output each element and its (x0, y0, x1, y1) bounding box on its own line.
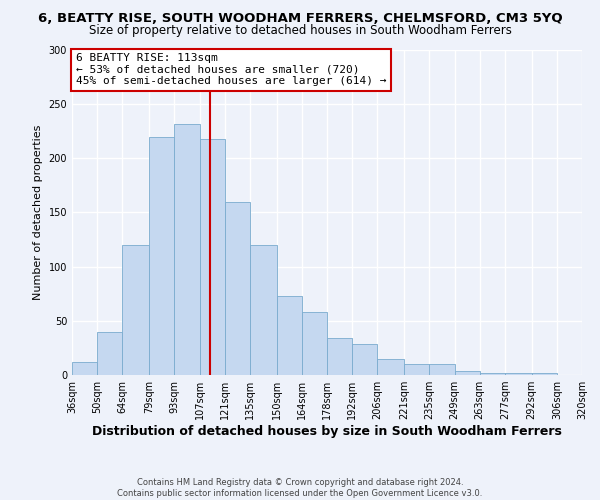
Bar (149, 136, 175, 375)
Bar (72, 362, 97, 375)
Text: Contains HM Land Registry data © Crown copyright and database right 2024.
Contai: Contains HM Land Registry data © Crown c… (118, 478, 482, 498)
Bar (430, 364, 455, 375)
Bar (455, 370, 479, 375)
X-axis label: Distribution of detached houses by size in South Woodham Ferrers: Distribution of detached houses by size … (92, 425, 562, 438)
Bar (250, 245, 277, 375)
Bar (122, 245, 149, 375)
Bar (505, 373, 532, 375)
Bar (352, 344, 377, 375)
Bar (377, 359, 404, 375)
Bar (277, 296, 302, 375)
Y-axis label: Number of detached properties: Number of detached properties (33, 125, 43, 300)
Text: Size of property relative to detached houses in South Woodham Ferrers: Size of property relative to detached ho… (89, 24, 511, 37)
Bar (479, 373, 505, 375)
Bar (327, 338, 352, 375)
Text: 6, BEATTY RISE, SOUTH WOODHAM FERRERS, CHELMSFORD, CM3 5YQ: 6, BEATTY RISE, SOUTH WOODHAM FERRERS, C… (38, 12, 562, 26)
Bar (199, 139, 224, 375)
Text: 6 BEATTY RISE: 113sqm
← 53% of detached houses are smaller (720)
45% of semi-det: 6 BEATTY RISE: 113sqm ← 53% of detached … (76, 53, 386, 86)
Bar (97, 332, 122, 375)
Bar (532, 373, 557, 375)
Bar (404, 364, 430, 375)
Bar (175, 124, 199, 375)
Bar (224, 202, 250, 375)
Bar (302, 312, 327, 375)
